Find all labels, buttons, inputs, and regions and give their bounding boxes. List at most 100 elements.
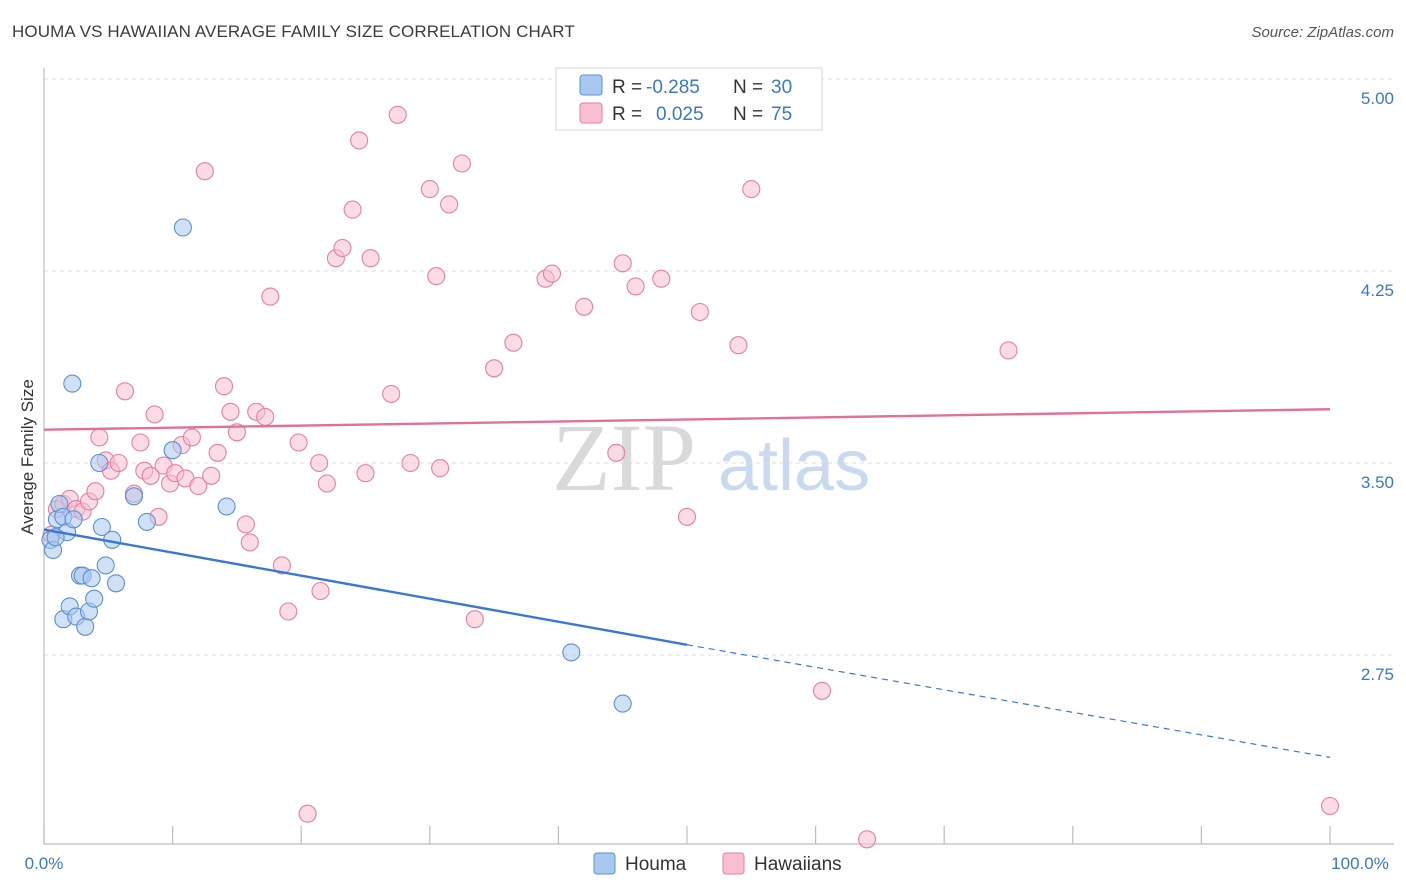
houma-trend-line bbox=[43, 528, 688, 646]
bottom-legend: Houma Hawaiians bbox=[593, 852, 842, 875]
hawaiians-point bbox=[361, 249, 380, 268]
hawaiians-point bbox=[311, 581, 330, 601]
houma-point bbox=[63, 374, 82, 393]
hawaiians-point bbox=[86, 482, 105, 501]
hawaiians-point bbox=[298, 804, 317, 823]
bottom-legend-label-hawaiians: Hawaiians bbox=[754, 854, 842, 875]
hawaiians-point bbox=[182, 428, 201, 447]
hawaiians-point bbox=[109, 453, 128, 473]
hawaiians-point bbox=[440, 195, 459, 214]
hawaiians-trend-line bbox=[43, 408, 1331, 431]
x-tick-label-max: 100.0% bbox=[1331, 854, 1389, 873]
legend-r-value-hawaiians: 0.025 bbox=[656, 104, 704, 125]
hawaiians-point bbox=[221, 402, 240, 421]
hawaiians-point bbox=[279, 602, 298, 621]
legend-n-value-hawaiians: 75 bbox=[771, 104, 792, 125]
houma-point bbox=[96, 556, 115, 575]
y-tick-label-layer: 2.75 3.50 4.25 5.00 bbox=[1361, 89, 1394, 684]
hawaiians-point bbox=[420, 180, 439, 199]
y-axis-title: Average Family Size bbox=[18, 379, 37, 535]
hawaiians-point bbox=[388, 105, 407, 124]
bottom-legend-label-houma: Houma bbox=[625, 854, 687, 875]
houma-point bbox=[76, 617, 95, 636]
houma-trend-line-dashed bbox=[686, 644, 1331, 758]
hawaiians-point bbox=[613, 254, 632, 273]
hawaiians-point bbox=[289, 433, 308, 452]
hawaiians-point bbox=[465, 610, 484, 629]
hawaiians-point bbox=[236, 515, 255, 534]
legend-n-label-hawaiians: N = bbox=[733, 104, 763, 125]
y-tick-label: 4.25 bbox=[1361, 281, 1394, 300]
hawaiians-point bbox=[1320, 796, 1340, 816]
hawaiians-point bbox=[240, 533, 259, 552]
hawaiians-point bbox=[626, 277, 645, 296]
points-layer bbox=[41, 105, 1340, 849]
chart-source: Source: ZipAtlas.com bbox=[1251, 24, 1394, 41]
hawaiians-point bbox=[350, 131, 369, 150]
bottom-legend-swatch-houma bbox=[593, 852, 616, 875]
hawaiians-point bbox=[272, 556, 291, 575]
hawaiians-point bbox=[343, 200, 362, 219]
hawaiians-point bbox=[504, 333, 523, 352]
houma-point bbox=[137, 512, 156, 531]
hawaiians-point bbox=[208, 443, 227, 462]
hawaiians-point bbox=[382, 384, 401, 403]
legend-box: R = -0.285 N = 30 R = 0.025 N = 75 bbox=[555, 67, 823, 131]
hawaiians-point bbox=[189, 476, 208, 496]
houma-point bbox=[613, 694, 632, 713]
houma-point bbox=[106, 574, 126, 593]
hawaiians-point bbox=[729, 336, 748, 355]
hawaiians-point bbox=[227, 423, 246, 442]
chart-title: HOUMA VS HAWAIIAN AVERAGE FAMILY SIZE CO… bbox=[12, 22, 575, 41]
hawaiians-point bbox=[690, 302, 709, 322]
hawaiians-point bbox=[195, 162, 214, 181]
houma-point bbox=[562, 643, 581, 662]
hawaiians-point bbox=[999, 341, 1018, 360]
hawaiians-point bbox=[333, 238, 352, 258]
hawaiians-point bbox=[485, 359, 504, 378]
hawaiians-point bbox=[115, 382, 135, 401]
x-tick-label-min: 0.0% bbox=[25, 854, 64, 873]
hawaiians-point bbox=[90, 428, 109, 447]
y-tick-label: 2.75 bbox=[1361, 665, 1394, 684]
hawaiians-point bbox=[742, 180, 761, 199]
hawaiians-point bbox=[812, 681, 832, 700]
legend-r-value-houma: -0.285 bbox=[646, 77, 700, 98]
legend-n-label-houma: N = bbox=[733, 77, 763, 98]
legend-r-label-houma: R = bbox=[612, 77, 642, 98]
houma-point bbox=[90, 453, 109, 473]
hawaiians-point bbox=[131, 433, 150, 452]
houma-point bbox=[173, 218, 192, 237]
houma-point bbox=[217, 497, 236, 516]
hawaiians-point bbox=[677, 507, 697, 526]
legend-swatch-hawaiians bbox=[579, 102, 603, 124]
houma-point bbox=[92, 517, 111, 537]
hawaiians-point bbox=[256, 407, 275, 426]
series-houma bbox=[41, 218, 632, 713]
hawaiians-point bbox=[575, 297, 594, 316]
houma-point bbox=[64, 510, 83, 529]
hawaiians-point bbox=[452, 154, 471, 173]
legend-r-label-hawaiians: R = bbox=[612, 104, 642, 125]
hawaiians-point bbox=[202, 466, 221, 485]
hawaiians-point bbox=[431, 459, 450, 478]
hawaiians-point bbox=[145, 405, 164, 424]
hawaiians-point bbox=[607, 443, 626, 462]
y-tick-label: 3.50 bbox=[1361, 473, 1394, 492]
hawaiians-point bbox=[317, 474, 336, 493]
hawaiians-point bbox=[652, 269, 671, 288]
hawaiians-point bbox=[214, 377, 234, 396]
hawaiians-point bbox=[857, 830, 877, 849]
houma-point bbox=[82, 569, 101, 588]
x-tick-layer bbox=[43, 826, 1331, 844]
hawaiians-point bbox=[141, 466, 160, 485]
hawaiians-point bbox=[427, 267, 446, 286]
y-tick-label: 5.00 bbox=[1361, 89, 1394, 108]
houma-point bbox=[124, 487, 144, 506]
hawaiians-point bbox=[401, 453, 420, 473]
hawaiians-point bbox=[356, 464, 375, 483]
hawaiians-point bbox=[310, 453, 329, 473]
legend-n-value-houma: 30 bbox=[771, 77, 792, 98]
watermark-atlas: atlas bbox=[718, 426, 870, 506]
